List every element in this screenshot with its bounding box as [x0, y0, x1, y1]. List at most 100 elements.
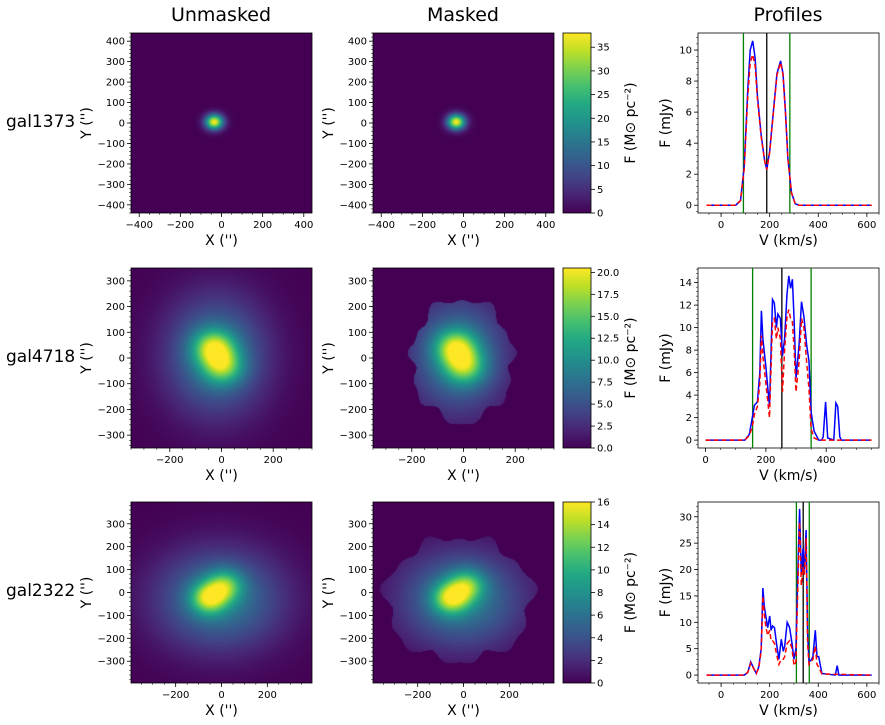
x-axis-label: X ('')	[205, 703, 238, 719]
y-tick-label: 400	[348, 37, 367, 48]
x-tick-label: 0	[218, 455, 224, 466]
y-tick-label: 100	[106, 565, 125, 576]
y-tick-label: −100	[98, 379, 125, 390]
y-axis-label: Y ('')	[79, 342, 95, 375]
colorbar-tick-label: 25	[597, 90, 610, 101]
map-axes-gal4718: −200 0 200 −300 −200 −100 0 100 200 300 X ('') Y ('…	[79, 270, 313, 484]
profile-line-masked	[705, 309, 872, 441]
x-tick-label: 0	[460, 455, 466, 466]
x-tick-label: −200	[404, 690, 431, 701]
colorbar-tick-label: 15	[597, 137, 610, 148]
x-tick-label: 0	[460, 220, 466, 231]
x-tick-label: −200	[409, 220, 436, 231]
unmasked-map-gal1373	[131, 33, 312, 213]
x-tick-label: 200	[756, 455, 775, 466]
colorbar-tick-label: 12.5	[597, 334, 619, 345]
y-tick-label: 200	[348, 78, 367, 89]
y-tick-label: −300	[340, 180, 367, 191]
y-axis-label: Y ('')	[79, 577, 95, 610]
y-tick-label: 10	[679, 618, 692, 629]
x-axis-label: X ('')	[447, 468, 480, 484]
x-tick-label: −200	[162, 690, 189, 701]
y-tick-label: 10	[679, 323, 692, 334]
y-tick-label: −300	[98, 431, 125, 442]
x-tick-label: 400	[809, 690, 828, 701]
x-tick-label: 0	[718, 220, 724, 231]
colorbar-tick-label: 15.0	[597, 312, 619, 323]
profile-gal2322: 0 200 400 600 0 5 10 15 20 25 30 V (km/s) F (mJy)	[658, 501, 880, 719]
y-tick-label: 200	[348, 302, 367, 313]
x-axis-label: X ('')	[205, 233, 238, 249]
masked-map-gal2322	[373, 502, 554, 683]
y-tick-label: −200	[98, 634, 125, 645]
y-tick-label: 0	[361, 119, 367, 130]
column-title-unmasked: Unmasked	[170, 4, 272, 26]
y-tick-label: 0	[361, 354, 367, 365]
y-tick-label: 6	[686, 368, 692, 379]
y-tick-label: −200	[340, 159, 367, 170]
y-tick-label: 8	[686, 77, 692, 88]
colorbar-bar	[562, 32, 592, 214]
colorbar-tick-label: 30	[597, 66, 610, 77]
y-tick-label: −400	[340, 200, 367, 211]
y-tick-label: 6	[686, 108, 692, 119]
x-tick-label: 200	[760, 690, 779, 701]
y-tick-label: −300	[98, 657, 125, 668]
y-tick-label: 300	[348, 519, 367, 530]
colorbar-gal4718: 0.0 2.5 5.0 7.5 10.0 12.5 15.0 17.5 20.0 F (M⊙ pc…	[562, 267, 639, 455]
y-tick-label: 12	[679, 301, 692, 312]
x-tick-label: 200	[760, 220, 779, 231]
y-axis-label: Y ('')	[79, 107, 95, 140]
colorbar-tick-label: 0	[597, 209, 603, 220]
y-tick-label: 100	[348, 328, 367, 339]
colorbar-bar	[562, 267, 592, 449]
x-axis-label: V (km/s)	[759, 703, 818, 719]
x-axis-label: V (km/s)	[759, 468, 818, 484]
colorbar-tick-label: 20	[597, 114, 610, 125]
x-tick-label: 200	[500, 690, 519, 701]
y-tick-label: 0	[119, 354, 125, 365]
x-axis-label: X ('')	[447, 703, 480, 719]
profile-gal1373: 0 200 400 600 0 2 4 6 8 10 V (km/s) F (mJy)	[658, 32, 880, 249]
y-axis-label: Y ('')	[321, 577, 337, 610]
y-tick-label: 15	[679, 591, 692, 602]
y-tick-label: −200	[340, 634, 367, 645]
map-axes-gal2322: −200 0 200 −300 −200 −100 0 100 200 300 X ('') Y ('…	[79, 505, 302, 719]
y-tick-label: 100	[106, 328, 125, 339]
y-tick-label: −300	[98, 180, 125, 191]
y-tick-label: 0	[361, 588, 367, 599]
colorbar-tick-label: 10	[597, 565, 610, 576]
colorbar-tick-label: 20.0	[597, 268, 619, 279]
y-tick-label: 100	[348, 98, 367, 109]
x-tick-label: 0	[218, 690, 224, 701]
colorbar-tick-label: 14	[597, 520, 610, 531]
colorbar-label: F (M⊙ pc⁻²)	[623, 552, 639, 633]
y-tick-label: 100	[106, 98, 125, 109]
x-tick-label: 0	[718, 690, 724, 701]
colorbar-label: F (M⊙ pc⁻²)	[623, 82, 639, 163]
x-tick-label: 200	[253, 220, 272, 231]
row-label-galaxy-1: gal1373	[6, 112, 76, 132]
x-tick-label: −200	[156, 455, 183, 466]
x-tick-label: −200	[398, 455, 425, 466]
y-tick-label: 4	[686, 139, 692, 150]
x-tick-label: 200	[506, 455, 525, 466]
x-tick-label: 0	[218, 220, 224, 231]
colorbar-tick-label: 35	[597, 43, 610, 54]
profile-line-masked	[706, 51, 872, 206]
y-tick-label: 5	[686, 644, 692, 655]
colorbar-tick-label: 10	[597, 161, 610, 172]
unmasked-map-gal2322	[131, 502, 312, 683]
y-tick-label: 0	[686, 201, 692, 212]
y-tick-label: 10	[679, 46, 692, 57]
y-tick-label: −100	[340, 139, 367, 150]
y-axis-label: Y ('')	[321, 342, 337, 375]
x-tick-label: 200	[495, 220, 514, 231]
y-axis-label: Y ('')	[321, 107, 337, 140]
y-tick-label: 200	[106, 302, 125, 313]
x-tick-label: 400	[809, 220, 828, 231]
x-tick-label: 400	[536, 220, 555, 231]
colorbar-tick-label: 2	[597, 656, 603, 667]
y-tick-label: 0	[119, 588, 125, 599]
